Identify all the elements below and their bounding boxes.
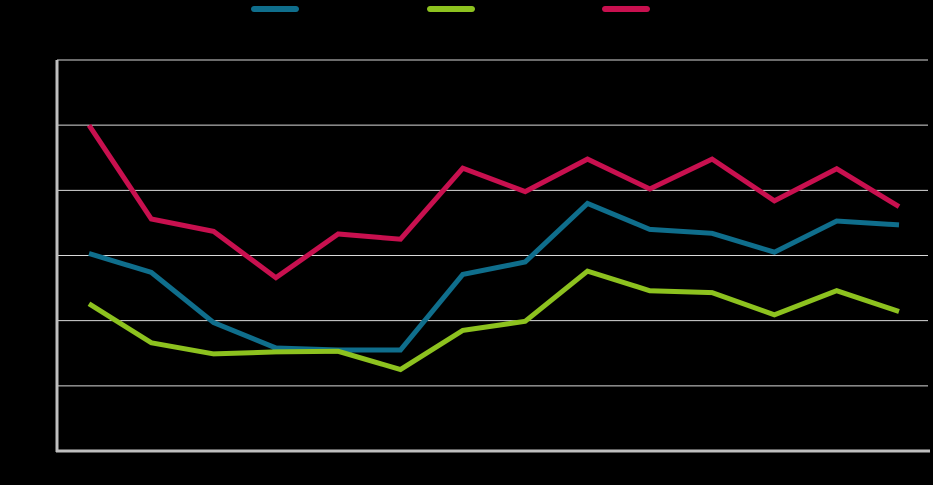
- series-line-1: [88, 200, 900, 353]
- axes: [55, 60, 930, 453]
- gridlines: [57, 59, 928, 387]
- series-line-3: [86, 123, 901, 281]
- series-line-2: [87, 268, 900, 373]
- series-lines: [86, 123, 901, 373]
